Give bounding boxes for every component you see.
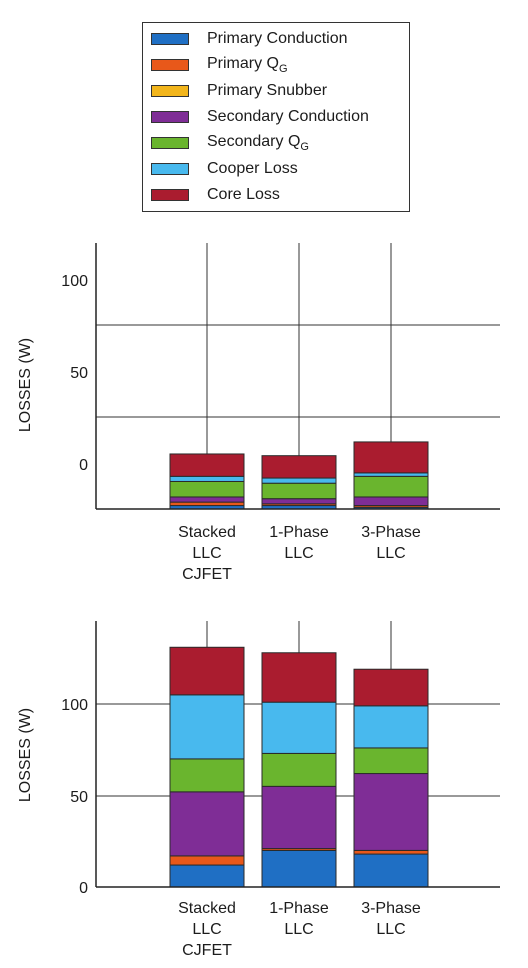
legend-item-secondary-conduction: Secondary Conduction xyxy=(151,107,369,127)
bar-segment-core-loss-stacked xyxy=(169,453,245,477)
bar-segment-secondary-qg-stacked xyxy=(169,480,245,498)
category-label: 1-Phase xyxy=(269,524,329,541)
bar-segment-secondary-qg-1-phase xyxy=(261,482,337,500)
legend-label: Cooper Loss xyxy=(207,160,298,177)
legend-item-primary-qg: Primary QG xyxy=(151,55,288,75)
category-label: 1-Phase xyxy=(269,900,329,917)
y-axis-label: LOSSES (W) xyxy=(17,708,34,802)
bar-segment-cooper-loss-3-phase xyxy=(353,472,429,477)
legend-label: Secondary QG xyxy=(207,132,309,154)
bar-segment-primary-conduction-1-phase xyxy=(261,849,337,888)
bar-segment-secondary-qg-3-phase xyxy=(353,475,429,498)
category-label: 3-Phase xyxy=(361,900,421,917)
bar-segment-core-loss-3-phase xyxy=(353,668,429,707)
bar-segment-core-loss-1-phase xyxy=(261,455,337,479)
legend-item-secondary-qg: Secondary QG xyxy=(151,133,309,153)
bar-segment-primary-qg-stacked xyxy=(169,855,245,866)
legend-label: Secondary Conduction xyxy=(207,108,369,125)
bar-segment-secondary-conduction-3-phase xyxy=(353,773,429,851)
bar-segment-cooper-loss-1-phase xyxy=(261,477,337,484)
legend-label: Core Loss xyxy=(207,186,280,203)
category-label: CJFET xyxy=(182,566,232,583)
bar-segment-primary-conduction-stacked xyxy=(169,864,245,888)
losses-chart-top: 100 50 0 LOSSES (W) Stacked LLC CJFET 1-Phase LL… xyxy=(17,243,500,583)
bar-segment-cooper-loss-stacked xyxy=(169,694,245,760)
legend-item-primary-snubber: Primary Snubber xyxy=(151,81,327,101)
bar-segment-cooper-loss-3-phase xyxy=(353,705,429,749)
y-axis-label: LOSSES (W) xyxy=(17,338,34,432)
category-label: LLC xyxy=(284,545,313,562)
y-tick-label: 100 xyxy=(61,697,88,714)
bar-segment-primary-qg-stacked xyxy=(169,501,245,507)
y-tick-label: 100 xyxy=(61,273,88,290)
bar-segment-secondary-conduction-1-phase xyxy=(261,498,337,505)
y-tick-label: 0 xyxy=(79,457,88,474)
category-label: Stacked xyxy=(178,900,236,917)
legend-item-cooper-loss: Cooper Loss xyxy=(151,159,298,179)
bar-segment-core-loss-1-phase xyxy=(261,652,337,703)
legend-swatch xyxy=(151,137,189,149)
bar-segment-secondary-qg-3-phase xyxy=(353,747,429,775)
category-label: 3-Phase xyxy=(361,524,421,541)
category-label: CJFET xyxy=(182,942,232,959)
y-tick-label: 0 xyxy=(79,880,88,897)
legend-item-core-loss: Core Loss xyxy=(151,185,280,205)
bar-segment-secondary-conduction-stacked xyxy=(169,496,245,503)
legend-swatch xyxy=(151,163,189,175)
legend-swatch xyxy=(151,111,189,123)
bar-segment-secondary-conduction-3-phase xyxy=(353,496,429,507)
bar-segment-cooper-loss-stacked xyxy=(169,475,245,482)
bar-segment-secondary-qg-stacked xyxy=(169,758,245,793)
losses-chart-bottom: 100 50 0 LOSSES (W) Stacked LLC CJFET 1-Phase LL… xyxy=(17,621,500,959)
legend-item-primary-conduction: Primary Conduction xyxy=(151,29,348,49)
y-tick-label: 50 xyxy=(70,789,88,806)
bar-segment-primary-conduction-3-phase xyxy=(353,853,429,888)
category-label: LLC xyxy=(192,921,221,938)
bar-segment-secondary-conduction-1-phase xyxy=(261,785,337,850)
legend-label: Primary Snubber xyxy=(207,82,328,99)
legend-swatch xyxy=(151,33,189,45)
y-tick-label: 50 xyxy=(70,365,88,382)
category-label: LLC xyxy=(376,545,405,562)
category-label: LLC xyxy=(284,921,313,938)
bar-segment-secondary-qg-1-phase xyxy=(261,752,337,787)
legend-label: Primary Conduction xyxy=(207,30,348,47)
bar-segment-core-loss-3-phase xyxy=(353,441,429,474)
bar-segment-core-loss-stacked xyxy=(169,646,245,696)
bar-segment-primary-qg-3-phase xyxy=(353,849,429,855)
category-label: LLC xyxy=(376,921,405,938)
chart-legend: Primary Conduction Primary QG Primary Snub… xyxy=(142,22,410,212)
category-label: LLC xyxy=(192,545,221,562)
bar-segment-cooper-loss-1-phase xyxy=(261,701,337,754)
category-label: Stacked xyxy=(178,524,236,541)
legend-swatch xyxy=(151,59,189,71)
legend-swatch xyxy=(151,85,189,97)
legend-label: Primary QG xyxy=(207,54,288,76)
bar-segment-secondary-conduction-stacked xyxy=(169,791,245,857)
legend-swatch xyxy=(151,189,189,201)
